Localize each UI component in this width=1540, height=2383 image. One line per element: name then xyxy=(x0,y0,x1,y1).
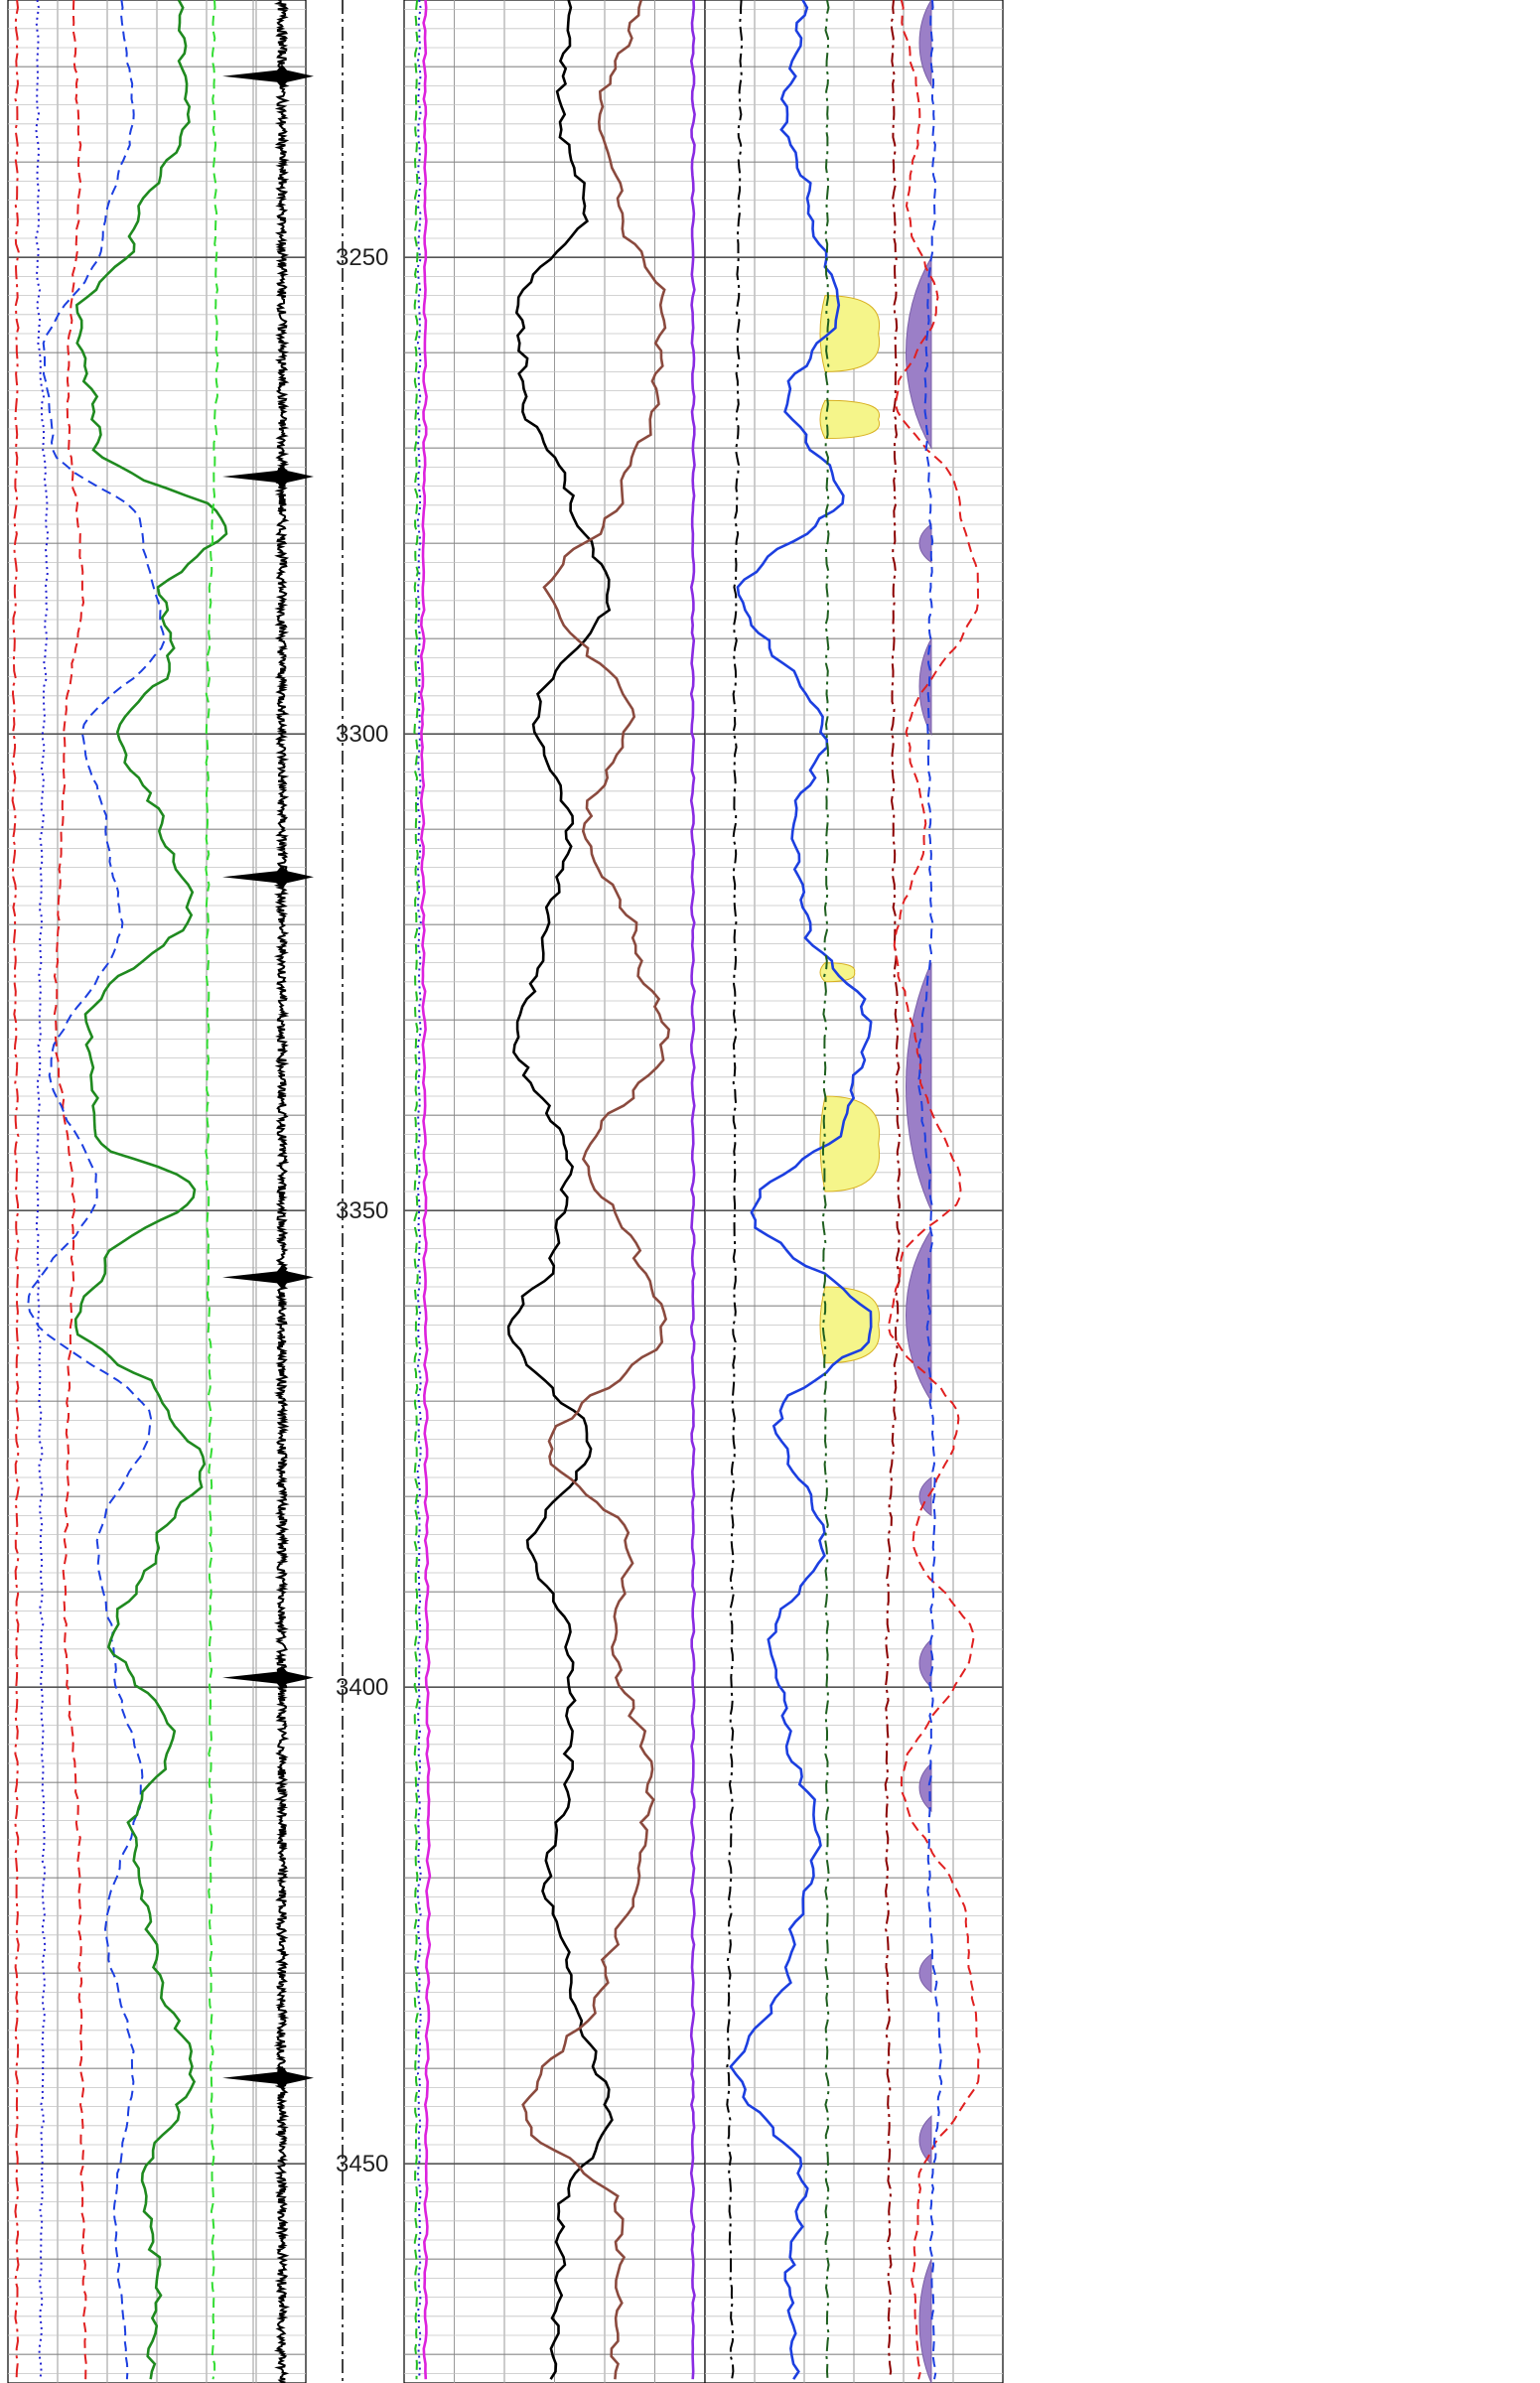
series-green-dashed-edge xyxy=(413,0,419,2380)
spike-mark xyxy=(222,64,314,88)
curve-blue-dashed-right xyxy=(916,0,943,2380)
curve-green-solid xyxy=(73,0,228,2380)
depth-tick-label: 3250 xyxy=(336,244,388,271)
series-blue-dotted xyxy=(35,0,50,2380)
series-darkred-dashdot xyxy=(884,0,902,2380)
series-magenta-solid xyxy=(419,0,432,2380)
spike-mark xyxy=(222,865,314,890)
spike-mark xyxy=(222,1265,314,1290)
curve-green-dashed xyxy=(205,0,219,2380)
series-green-dashed xyxy=(205,0,219,2380)
curves xyxy=(11,0,981,2383)
series-brown-solid xyxy=(521,0,671,2380)
shading-fill xyxy=(918,1761,932,1813)
series-blue-dashed xyxy=(27,0,166,2380)
shading-fill xyxy=(918,0,932,88)
fills xyxy=(819,0,932,2383)
series-darkgreen-dashdot xyxy=(821,0,830,2380)
curve-darkred-dashdot xyxy=(884,0,902,2380)
depth-axis: 3250 3300 3350 3400 3450 xyxy=(336,0,388,2383)
grid xyxy=(7,0,1004,2383)
curve-purple-solid xyxy=(689,0,697,2380)
curve-darkgreen-dashdot xyxy=(821,0,830,2380)
series-blue-dotted-edge xyxy=(416,0,422,2380)
shading-fill xyxy=(918,2259,932,2383)
series-blue-solid xyxy=(729,0,873,2380)
crossover-fill xyxy=(819,399,881,440)
series-red-dashed-right xyxy=(887,0,981,2380)
curve-blue-dashed xyxy=(27,0,166,2380)
series-black-dashdot xyxy=(726,0,744,2380)
crossover-fill xyxy=(819,295,881,372)
curve-magenta-solid xyxy=(419,0,432,2380)
curve-red-dashdot-left xyxy=(11,0,20,2380)
depth-tick-label: 3450 xyxy=(336,2151,388,2177)
spike-mark xyxy=(222,2065,314,2090)
shading-fill xyxy=(918,2115,932,2166)
shading-fill xyxy=(918,1953,932,1994)
depth-tick-label: 3300 xyxy=(336,721,388,748)
series-black-spiky xyxy=(222,0,314,2383)
spike-mark xyxy=(222,1665,314,1690)
depth-tick-label: 3400 xyxy=(336,1674,388,1701)
series-black-solid xyxy=(506,0,614,2380)
curve-red-dashed-thin xyxy=(53,0,87,2380)
depth-tick-label: 3350 xyxy=(336,1197,388,1224)
series-blue-dashed-right xyxy=(916,0,943,2380)
curve-black-dashdot xyxy=(726,0,744,2380)
curve-brown-solid xyxy=(521,0,671,2380)
shading-fill xyxy=(918,523,932,564)
spike-mark xyxy=(222,465,314,489)
shading-fill xyxy=(906,1227,932,1403)
series-red-dashdot-left xyxy=(11,0,20,2380)
curve-green-dashed-edge xyxy=(413,0,419,2380)
curve-blue-solid xyxy=(729,0,873,2380)
curve-black-spiky xyxy=(273,0,291,2383)
series-green-solid xyxy=(73,0,228,2380)
curve-blue-dotted-edge xyxy=(416,0,422,2380)
curve-red-dashed-right xyxy=(887,0,981,2380)
curve-black-solid xyxy=(506,0,614,2380)
curve-blue-dotted xyxy=(35,0,50,2380)
series-red-dashed-thin xyxy=(53,0,87,2380)
series-purple-solid xyxy=(689,0,697,2380)
crossover-fill xyxy=(819,1095,881,1192)
